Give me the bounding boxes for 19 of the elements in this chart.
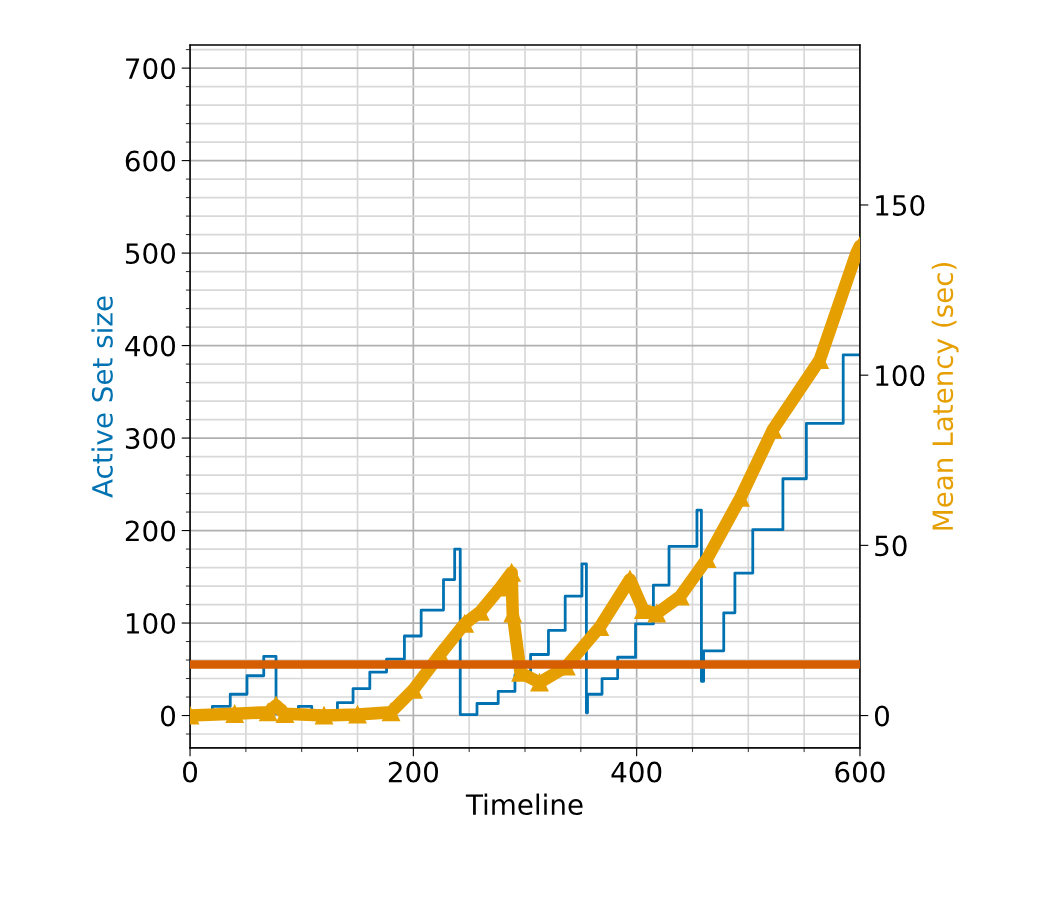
- x-tick-label: 200: [388, 761, 439, 783]
- y2-axis-title: Mean Latency (sec): [931, 263, 959, 530]
- y2-tick-label: 50: [875, 535, 907, 557]
- y2-tick-label: 100: [876, 365, 925, 387]
- y-tick-label: 500: [125, 243, 176, 265]
- y2-tick-label: 0: [874, 705, 889, 727]
- y-tick-label: 600: [125, 150, 176, 172]
- x-axis-title: Timeline: [465, 793, 583, 816]
- y-tick-label: 0: [161, 705, 176, 727]
- x-tick-label: 600: [835, 761, 885, 783]
- x-tick-label: 0: [183, 761, 198, 783]
- y-tick-label: 100: [126, 612, 176, 634]
- y-axis-title: Active Set size: [91, 296, 113, 498]
- y-tick-label: 400: [125, 335, 176, 357]
- y-tick-label: 300: [125, 428, 176, 450]
- x-tick-label: 400: [611, 761, 662, 783]
- y-tick-label: 700: [126, 58, 176, 80]
- y2-tick-label: 150: [876, 194, 925, 216]
- y-tick-label: 200: [125, 520, 176, 542]
